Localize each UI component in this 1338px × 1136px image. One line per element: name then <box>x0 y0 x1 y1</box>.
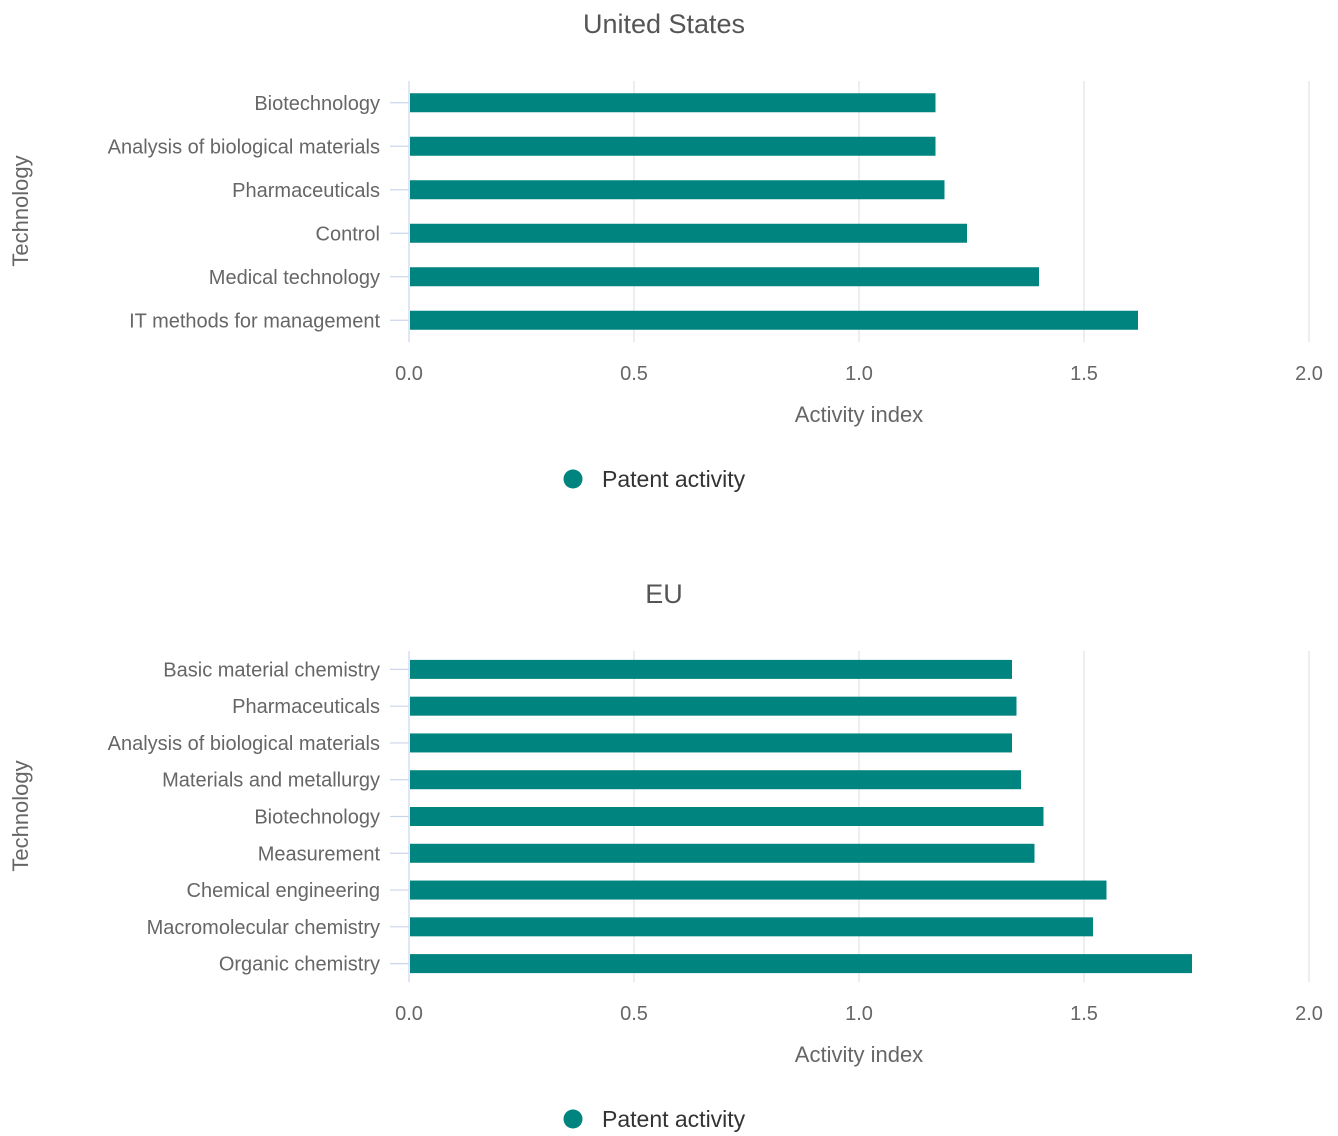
category-label: Control <box>316 223 380 245</box>
bar <box>410 954 1192 974</box>
bar <box>410 843 1035 863</box>
category-label: Materials and metallurgy <box>162 770 380 792</box>
x-tick-label: 1.0 <box>845 363 873 385</box>
bar <box>410 136 936 156</box>
bar <box>410 310 1138 330</box>
bar <box>410 696 1017 716</box>
category-label: Pharmaceuticals <box>232 696 380 718</box>
x-tick-label: 1.5 <box>1070 1003 1098 1025</box>
category-label: Biotechnology <box>254 93 380 115</box>
bar <box>410 917 1093 937</box>
category-label: Analysis of biological materials <box>108 136 380 158</box>
category-label: Medical technology <box>209 267 380 289</box>
x-tick-label: 1.5 <box>1070 363 1098 385</box>
bar <box>410 733 1012 753</box>
bar <box>410 223 967 243</box>
x-tick-label: 2.0 <box>1295 1003 1323 1025</box>
legend-marker-icon <box>563 1109 583 1129</box>
category-label: Basic material chemistry <box>163 659 380 681</box>
chart-panel-eu: EU 0.0 0.5 1.0 1.5 2.0 Basic material chemistr… <box>0 570 1338 1136</box>
x-tick-label: 2.0 <box>1295 363 1323 385</box>
x-tick-label: 0.5 <box>620 1003 648 1025</box>
chart-united-states: United States 0.0 0.5 1.0 1.5 2.0 Biotechnolog… <box>8 9 1323 492</box>
bar <box>410 93 936 113</box>
y-axis-title: Technology <box>8 155 33 266</box>
x-tick-label: 0.0 <box>395 1003 423 1025</box>
category-label: Organic chemistry <box>219 954 380 976</box>
bar <box>410 880 1107 900</box>
category-label: Biotechnology <box>254 807 380 829</box>
chart-title: EU <box>645 579 683 609</box>
y-axis-title: Technology <box>8 760 33 871</box>
category-label: Macromolecular chemistry <box>147 917 380 939</box>
category-label: Analysis of biological materials <box>108 733 380 755</box>
x-tick-label: 0.5 <box>620 363 648 385</box>
bar <box>410 770 1021 790</box>
x-tick-label: 0.0 <box>395 363 423 385</box>
category-label: Measurement <box>258 843 381 865</box>
x-axis-title: Activity index <box>795 1042 923 1067</box>
bar <box>410 807 1044 826</box>
chart-eu: EU 0.0 0.5 1.0 1.5 2.0 Basic material chemistr… <box>8 579 1323 1132</box>
bar <box>410 180 945 200</box>
chart-title: United States <box>583 9 745 39</box>
legend-label: Patent activity <box>602 1106 746 1132</box>
bar <box>410 659 1012 679</box>
x-tick-label: 1.0 <box>845 1003 873 1025</box>
category-label: Pharmaceuticals <box>232 180 380 202</box>
chart-panel-united-states: United States 0.0 0.5 1.0 1.5 2.0 Biotechnolog… <box>0 0 1338 540</box>
bar <box>410 267 1039 287</box>
legend-marker-icon <box>563 469 583 489</box>
category-label: IT methods for management <box>129 310 380 332</box>
x-axis-title: Activity index <box>795 402 923 427</box>
category-label: Chemical engineering <box>187 880 380 902</box>
legend-label: Patent activity <box>602 466 746 492</box>
